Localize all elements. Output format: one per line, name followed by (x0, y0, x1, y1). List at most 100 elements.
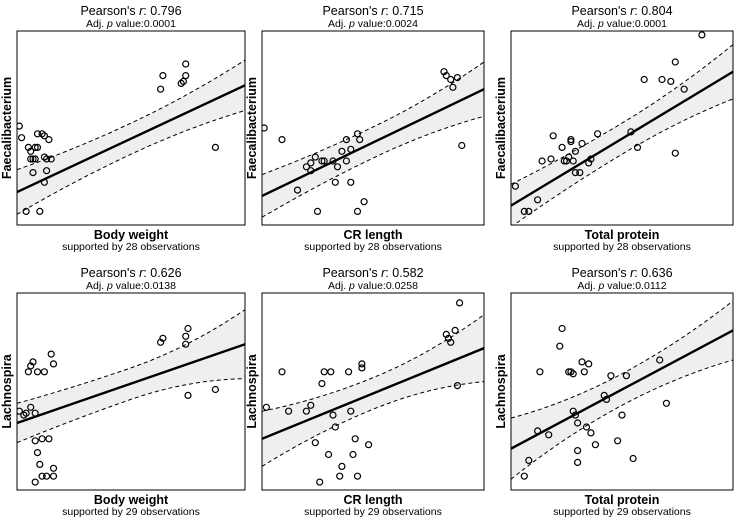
subtitle-value: value:0.0138 (113, 280, 176, 292)
data-point (331, 178, 339, 186)
data-point (560, 157, 568, 165)
data-point (27, 147, 35, 155)
confidence-upper (511, 44, 733, 185)
confidence-upper (17, 309, 245, 404)
data-point (447, 338, 455, 346)
data-point (449, 83, 457, 91)
data-point (569, 370, 577, 378)
panel-subtitle: Adj. p value:0.0001 (86, 18, 176, 30)
data-point (159, 71, 167, 80)
data-point (311, 439, 319, 447)
data-point (580, 368, 588, 376)
data-point (587, 429, 595, 437)
data-point (671, 58, 679, 66)
data-point (569, 157, 577, 165)
data-point (578, 139, 586, 148)
panel-subtitle: Adj. p value:0.0024 (328, 18, 418, 30)
regression-line (262, 347, 484, 440)
data-point (447, 75, 455, 84)
data-point (316, 478, 324, 486)
data-point (571, 169, 580, 177)
data-point (356, 136, 364, 144)
data-point (342, 157, 350, 165)
panel-title: Pearson's r: 0.626 (80, 266, 181, 280)
data-point (29, 169, 37, 177)
data-point (633, 143, 642, 151)
data-point (49, 472, 58, 480)
data-point (547, 155, 555, 163)
title-value: : 0.796 (143, 4, 181, 18)
plot-area (511, 300, 733, 480)
data-point (451, 326, 459, 334)
subtitle-value: value:0.0001 (604, 18, 667, 30)
data-point (320, 157, 328, 165)
data-point (29, 155, 37, 163)
observations-note: supported by 29 observations (304, 506, 442, 518)
regression-line (511, 70, 733, 207)
data-point (556, 342, 564, 350)
data-point (17, 407, 23, 415)
subtitle-prefix: Adj. (577, 280, 598, 292)
panel-title: Pearson's r: 0.804 (571, 4, 672, 18)
title-prefix: Pearson's (571, 266, 630, 280)
y-axis-label: Faecalibacterium (494, 77, 508, 179)
data-point (42, 155, 51, 163)
data-point (656, 356, 664, 364)
data-point (573, 447, 582, 455)
data-point (545, 431, 553, 439)
data-point (585, 159, 593, 167)
data-point (40, 153, 49, 161)
data-point (549, 132, 557, 140)
title-r: r (139, 4, 144, 18)
confidence-lower (512, 98, 733, 225)
observations-note: supported by 29 observations (553, 506, 691, 518)
title-r: r (630, 266, 635, 280)
data-point (278, 136, 286, 144)
data-point (38, 472, 46, 480)
data-point (307, 159, 315, 167)
data-point (311, 153, 319, 161)
y-axis-label: Lachnospira (0, 353, 14, 428)
data-point (36, 207, 44, 215)
data-point (558, 324, 566, 333)
x-axis-label: CR length (343, 228, 402, 242)
data-point (571, 411, 580, 419)
data-point (365, 441, 373, 449)
plot-area (17, 59, 245, 215)
observations-note: supported by 29 observations (62, 506, 200, 518)
data-point (182, 60, 190, 68)
subtitle-value: value:0.0024 (355, 18, 418, 30)
data-point (313, 207, 322, 215)
data-point (302, 163, 310, 171)
observations-note: supported by 28 observations (62, 241, 200, 253)
observations-note: supported by 28 observations (304, 241, 442, 253)
subtitle-prefix: Adj. (328, 18, 349, 30)
data-point (318, 157, 326, 165)
data-point (444, 334, 453, 342)
subtitle-prefix: Adj. (577, 18, 598, 30)
data-point (318, 380, 326, 388)
data-point (582, 423, 591, 431)
data-point (49, 360, 58, 368)
confidence-band (511, 44, 733, 225)
data-point (49, 464, 58, 472)
data-point (347, 178, 355, 186)
data-point (184, 324, 192, 333)
data-point (29, 358, 37, 366)
data-point (17, 122, 23, 130)
data-point (520, 472, 528, 480)
y-axis-label: Faecalibacterium (0, 77, 14, 179)
title-r: r (630, 4, 635, 18)
data-point (511, 182, 520, 190)
subtitle-value: value:0.0001 (113, 18, 176, 30)
data-point (353, 207, 362, 215)
data-point (360, 198, 368, 206)
plot-border (261, 30, 485, 226)
panel-title: Pearson's r: 0.796 (80, 4, 181, 18)
data-point (45, 136, 53, 144)
confidence-lower (17, 110, 245, 215)
